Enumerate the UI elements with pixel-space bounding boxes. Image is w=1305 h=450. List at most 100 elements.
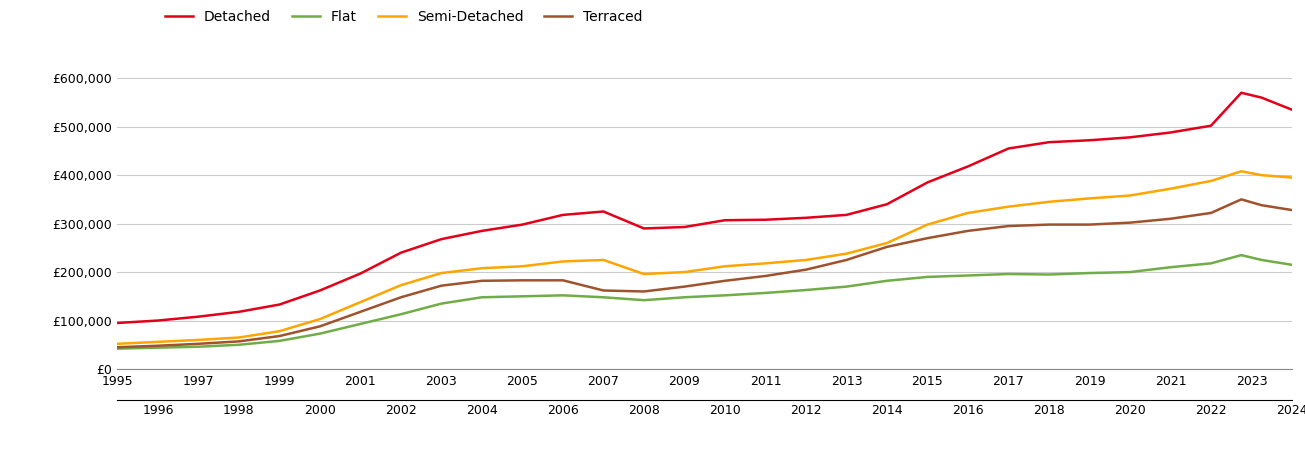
Semi-Detached <box>514 264 530 269</box>
Flat <box>474 295 489 300</box>
Semi-Detached <box>312 316 328 322</box>
Semi-Detached <box>474 266 489 271</box>
Flat <box>960 273 976 278</box>
Detached <box>1233 90 1249 95</box>
Terraced <box>514 278 530 283</box>
Flat <box>433 301 449 306</box>
Detached <box>1163 130 1178 135</box>
Terraced <box>312 324 328 329</box>
Semi-Detached <box>718 264 733 269</box>
Semi-Detached <box>191 337 206 342</box>
Detached <box>880 202 895 207</box>
Detached <box>1122 135 1138 140</box>
Detached <box>514 222 530 227</box>
Detached <box>110 320 125 326</box>
Detached <box>312 288 328 293</box>
Terraced <box>636 289 651 294</box>
Detached <box>271 302 287 307</box>
Detached <box>920 180 936 185</box>
Flat <box>1082 270 1098 276</box>
Terraced <box>110 345 125 350</box>
Terraced <box>1082 222 1098 227</box>
Flat <box>150 345 166 351</box>
Detached <box>150 318 166 323</box>
Semi-Detached <box>839 251 855 256</box>
Semi-Detached <box>676 270 692 275</box>
Flat <box>920 274 936 279</box>
Semi-Detached <box>960 210 976 216</box>
Detached <box>1284 107 1300 112</box>
Semi-Detached <box>1082 196 1098 201</box>
Terraced <box>595 288 611 293</box>
Flat <box>1284 262 1300 267</box>
Semi-Detached <box>880 240 895 246</box>
Flat <box>1001 271 1017 277</box>
Flat <box>636 297 651 303</box>
Semi-Detached <box>1122 193 1138 198</box>
Terraced <box>271 333 287 339</box>
Semi-Detached <box>595 257 611 263</box>
Semi-Detached <box>150 339 166 345</box>
Terraced <box>1001 223 1017 229</box>
Semi-Detached <box>555 259 570 264</box>
Detached <box>1041 140 1057 145</box>
Flat <box>231 342 247 347</box>
Detached <box>1254 95 1270 100</box>
Terraced <box>1041 222 1057 227</box>
Terraced <box>960 228 976 234</box>
Flat <box>1254 257 1270 263</box>
Flat <box>555 292 570 298</box>
Flat <box>676 295 692 300</box>
Detached <box>393 250 408 256</box>
Terraced <box>191 341 206 346</box>
Terraced <box>1254 202 1270 208</box>
Terraced <box>718 278 733 284</box>
Detached <box>191 314 206 319</box>
Line: Detached: Detached <box>117 93 1292 323</box>
Line: Flat: Flat <box>117 255 1292 349</box>
Detached <box>1001 146 1017 151</box>
Semi-Detached <box>920 222 936 227</box>
Detached <box>839 212 855 218</box>
Terraced <box>1163 216 1178 221</box>
Semi-Detached <box>1203 178 1219 184</box>
Semi-Detached <box>1284 175 1300 180</box>
Terraced <box>231 339 247 344</box>
Terraced <box>758 273 774 279</box>
Semi-Detached <box>231 335 247 340</box>
Flat <box>271 338 287 344</box>
Semi-Detached <box>1233 169 1249 174</box>
Detached <box>676 224 692 230</box>
Detached <box>555 212 570 218</box>
Detached <box>474 228 489 234</box>
Terraced <box>555 278 570 283</box>
Flat <box>110 346 125 351</box>
Terraced <box>1122 220 1138 225</box>
Flat <box>1233 252 1249 258</box>
Detached <box>718 217 733 223</box>
Flat <box>718 292 733 298</box>
Legend: Detached, Flat, Semi-Detached, Terraced: Detached, Flat, Semi-Detached, Terraced <box>159 4 649 29</box>
Flat <box>595 295 611 300</box>
Flat <box>393 311 408 317</box>
Flat <box>799 287 814 292</box>
Terraced <box>150 343 166 348</box>
Terraced <box>676 284 692 289</box>
Detached <box>352 271 368 276</box>
Semi-Detached <box>352 299 368 305</box>
Terraced <box>433 283 449 288</box>
Flat <box>1163 265 1178 270</box>
Flat <box>1041 272 1057 277</box>
Semi-Detached <box>758 261 774 266</box>
Semi-Detached <box>1001 204 1017 209</box>
Flat <box>758 290 774 296</box>
Semi-Detached <box>433 270 449 276</box>
Detached <box>1082 138 1098 143</box>
Terraced <box>393 295 408 300</box>
Terraced <box>839 257 855 263</box>
Detached <box>960 164 976 169</box>
Terraced <box>1284 207 1300 213</box>
Terraced <box>880 244 895 250</box>
Semi-Detached <box>1163 186 1178 191</box>
Flat <box>1203 261 1219 266</box>
